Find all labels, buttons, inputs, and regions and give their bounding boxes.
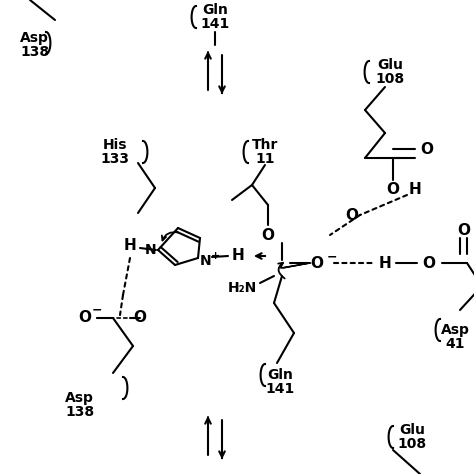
Text: H: H bbox=[232, 247, 245, 263]
Text: 41: 41 bbox=[445, 337, 465, 351]
Text: 141: 141 bbox=[265, 382, 295, 396]
Text: Glu: Glu bbox=[399, 423, 425, 437]
Text: H: H bbox=[124, 237, 137, 253]
Text: Asp: Asp bbox=[20, 31, 49, 45]
Text: −: − bbox=[327, 250, 337, 264]
Text: 133: 133 bbox=[100, 152, 129, 166]
Text: −: − bbox=[92, 303, 102, 317]
Text: O: O bbox=[422, 255, 436, 271]
Text: O: O bbox=[134, 310, 146, 326]
Text: Glu: Glu bbox=[377, 58, 403, 72]
Text: Asp: Asp bbox=[65, 391, 94, 405]
Text: 138: 138 bbox=[20, 45, 49, 59]
Text: Asp: Asp bbox=[440, 323, 469, 337]
Text: O: O bbox=[79, 310, 91, 326]
Text: His: His bbox=[103, 138, 127, 152]
Text: 141: 141 bbox=[201, 17, 229, 31]
Text: O: O bbox=[262, 228, 274, 243]
Text: 108: 108 bbox=[397, 437, 427, 451]
Text: Gln: Gln bbox=[267, 368, 293, 382]
Text: O: O bbox=[386, 182, 400, 198]
Text: H: H bbox=[379, 255, 392, 271]
Text: N: N bbox=[200, 254, 211, 268]
Text: 11: 11 bbox=[255, 152, 275, 166]
Text: H₂N: H₂N bbox=[228, 281, 256, 295]
Text: Thr: Thr bbox=[252, 138, 278, 152]
Text: O: O bbox=[420, 142, 434, 156]
Text: Gln: Gln bbox=[202, 3, 228, 17]
Text: O: O bbox=[457, 222, 471, 237]
Text: H: H bbox=[409, 182, 421, 198]
Text: N: N bbox=[145, 243, 156, 257]
Text: O: O bbox=[346, 208, 358, 222]
Text: O: O bbox=[310, 255, 323, 271]
Text: 138: 138 bbox=[65, 405, 94, 419]
Text: 108: 108 bbox=[375, 72, 405, 86]
Text: +: + bbox=[211, 251, 220, 261]
